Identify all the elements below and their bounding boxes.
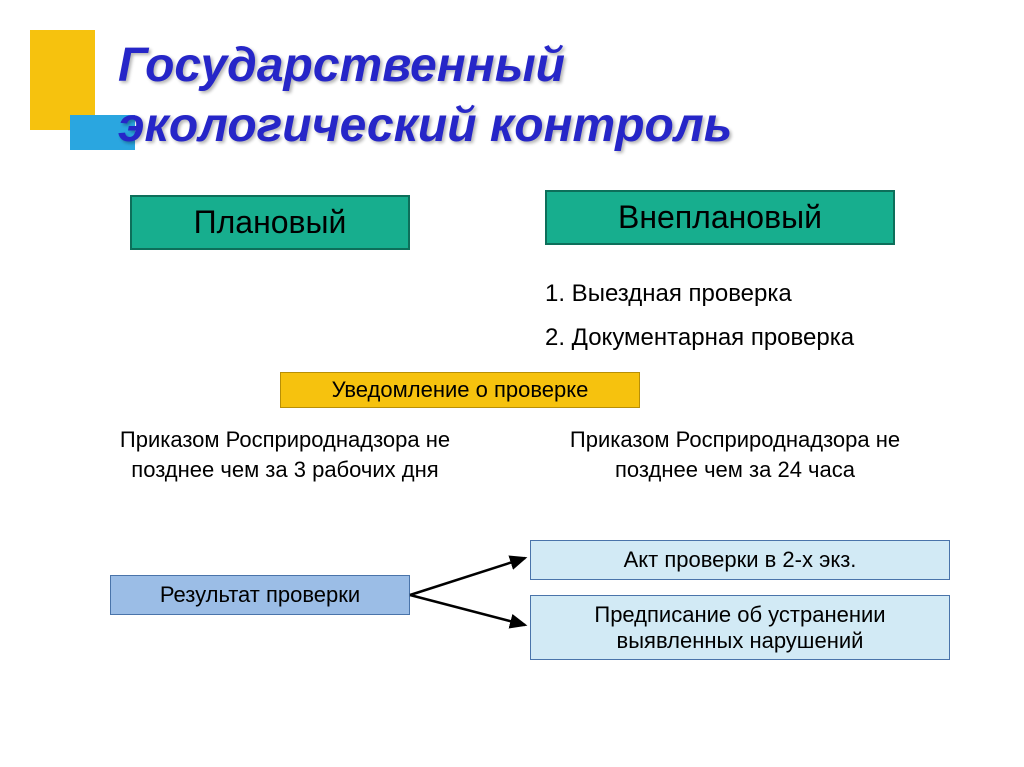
arrow-to-top [410,558,525,595]
arrows-svg [0,0,1024,767]
arrow-to-bottom [410,595,525,625]
